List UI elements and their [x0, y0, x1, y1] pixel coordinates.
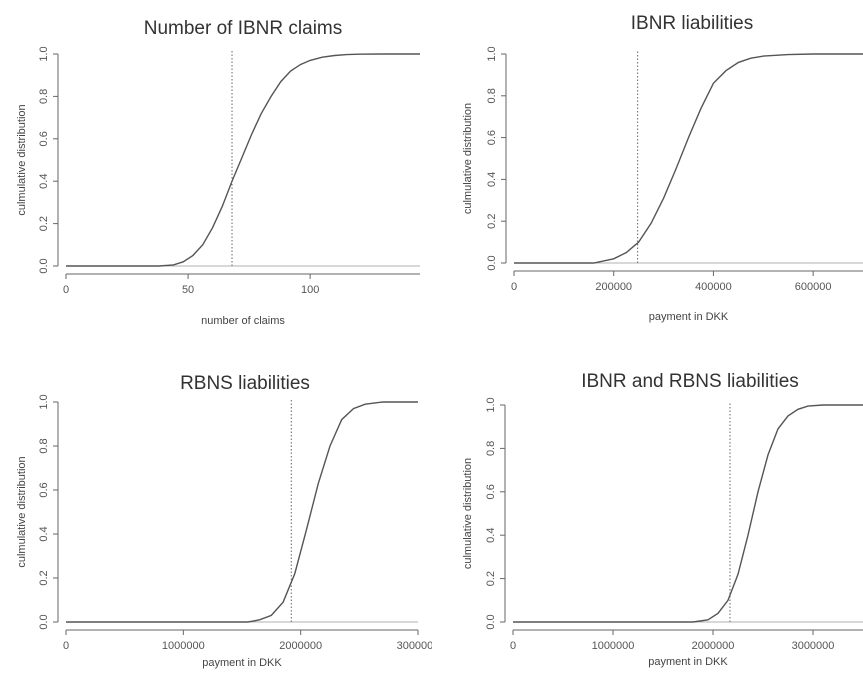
y-tick-label: 0.8	[486, 88, 498, 103]
x-tick-label: 50	[182, 284, 194, 296]
y-tick-label: 0.2	[485, 571, 497, 586]
chart-panel-3: RBNS liabilities 0.0 0.2 0.4 0.6 0.8 1.0 0 10000…	[0, 340, 432, 679]
y-tick-label: 0.8	[38, 438, 50, 453]
x-tick-label: 0	[511, 281, 517, 293]
chart-title: IBNR and RBNS liabilities	[581, 371, 799, 392]
x-tick-label: 400000	[695, 281, 732, 293]
y-tick-label: 0.4	[485, 528, 497, 543]
y-tick-label: 1.0	[486, 46, 498, 61]
x-tick-label: 2000000	[279, 640, 322, 652]
y-tick-label: 1.0	[485, 397, 497, 412]
x-tick-label: 0	[63, 284, 69, 296]
y-tick-label: 0.6	[38, 482, 50, 497]
y-tick-label: 0.0	[486, 255, 498, 270]
chart-title: RBNS liabilities	[180, 373, 310, 394]
chart-number-of-ibnr-claims: Number of IBNR claims 0.0 0.2 0.4 0.6 0.8 1.0 0…	[16, 18, 420, 327]
x-tick-label: 3000000	[792, 640, 835, 652]
y-axis-label: culmulative distribution	[462, 458, 474, 569]
x-tick-label: 1000000	[162, 640, 205, 652]
chart-title: IBNR liabilities	[631, 13, 753, 34]
y-tick-label: 0.8	[485, 441, 497, 456]
y-tick-label: 0.2	[486, 214, 498, 229]
y-tick-label: 0.2	[38, 570, 50, 585]
y-axis-label: culmulative distribution	[462, 103, 474, 214]
y-tick-label: 0.4	[486, 172, 498, 187]
x-axis-label: number of claims	[201, 315, 285, 327]
y-axis-label: culmulative distribution	[16, 456, 28, 567]
cdf-series-line	[513, 404, 863, 623]
chart-ibnr-and-rbns-liabilities: IBNR and RBNS liabilities 0.0 0.2 0.4 0.6 0.8…	[462, 371, 863, 668]
x-tick-label: 0	[510, 640, 516, 652]
y-tick-label: 0.0	[38, 258, 50, 273]
chart-rbns-liabilities: RBNS liabilities 0.0 0.2 0.4 0.6 0.8 1.0 0 10000…	[16, 373, 432, 669]
chart-panel-4: IBNR and RBNS liabilities 0.0 0.2 0.4 0.6 0.8…	[432, 340, 863, 679]
y-tick-label: 0.2	[38, 216, 50, 231]
x-tick-label: 200000	[595, 281, 632, 293]
cdf-series-line	[514, 53, 863, 264]
y-tick-label: 0.4	[38, 526, 50, 541]
x-tick-label: 1000000	[592, 640, 635, 652]
x-tick-label: 2000000	[692, 640, 735, 652]
y-tick-label: 0.6	[38, 131, 50, 146]
cdf-series-line	[66, 53, 420, 267]
y-tick-label: 0.8	[38, 89, 50, 104]
y-tick-label: 0.6	[486, 130, 498, 145]
y-tick-label: 0.0	[38, 614, 50, 629]
x-axis-label: payment in DKK	[202, 657, 282, 669]
y-tick-label: 0.0	[485, 614, 497, 629]
chart-panel-2: IBNR liabilities 0.0 0.2 0.4 0.6 0.8 1.0 0 20000…	[432, 0, 863, 340]
chart-ibnr-liabilities: IBNR liabilities 0.0 0.2 0.4 0.6 0.8 1.0 0 20000…	[462, 13, 863, 323]
chart-panel-1: Number of IBNR claims 0.0 0.2 0.4 0.6 0.8 1.0 0…	[0, 0, 432, 340]
x-tick-label: 100	[301, 284, 319, 296]
y-tick-label: 1.0	[38, 46, 50, 61]
x-axis-label: payment in DKK	[648, 656, 728, 668]
y-tick-label: 0.4	[38, 174, 50, 189]
y-axis-label: culmulative distribution	[16, 104, 28, 215]
x-tick-label: 600000	[795, 281, 832, 293]
x-axis-label: payment in DKK	[649, 311, 729, 323]
cdf-series-line	[66, 401, 418, 623]
y-tick-label: 0.6	[485, 484, 497, 499]
y-tick-label: 1.0	[38, 394, 50, 409]
x-tick-label: 3000000	[397, 640, 432, 652]
chart-title: Number of IBNR claims	[144, 18, 343, 39]
x-tick-label: 0	[63, 640, 69, 652]
